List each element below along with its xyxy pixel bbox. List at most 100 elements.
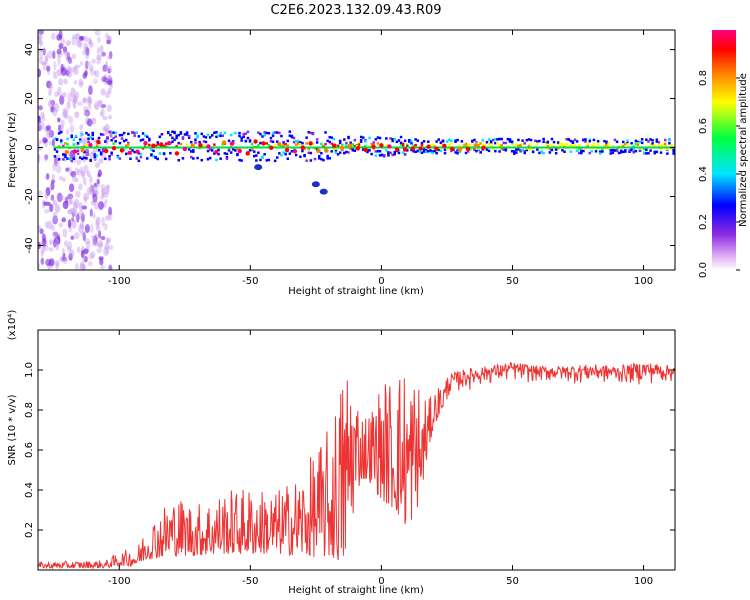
heatmap-peak	[473, 143, 478, 148]
heatmap-noise-cell	[91, 117, 97, 125]
heatmap-noise-cell	[102, 115, 108, 121]
snr-xtick-label: 100	[634, 576, 653, 587]
heatmap-cell	[592, 142, 596, 145]
heatmap-noise-cell	[57, 55, 61, 66]
heatmap-noise-cell	[38, 262, 41, 269]
heatmap-cell	[290, 135, 294, 139]
snr-xlabel: Height of straight line (km)	[288, 585, 424, 596]
heatmap-xlabel: Height of straight line (km)	[288, 286, 424, 297]
heatmap-cell	[322, 158, 325, 162]
heatmap-noise-cell	[104, 199, 108, 204]
heatmap-cell	[640, 141, 644, 145]
heatmap-noise-cell	[80, 263, 86, 270]
heatmap-cell	[439, 149, 443, 153]
heatmap-noise-cell	[85, 151, 90, 157]
heatmap-cell	[334, 151, 338, 154]
heatmap-cell	[517, 148, 520, 151]
heatmap-noise-cell	[82, 164, 89, 174]
heatmap-cell	[634, 142, 638, 146]
heatmap-cell	[187, 135, 191, 138]
heatmap-noise-cell	[52, 50, 56, 60]
heatmap-cell	[196, 134, 199, 137]
heatmap-cell	[299, 143, 302, 146]
heatmap-noise-cell	[52, 231, 59, 240]
heatmap-cell	[66, 143, 69, 146]
heatmap-noise-cell	[47, 99, 54, 108]
heatmap-cell	[668, 142, 671, 145]
heatmap-cell	[131, 131, 134, 134]
heatmap-cell	[248, 140, 252, 143]
heatmap-cell	[108, 155, 111, 158]
heatmap-cell	[240, 159, 243, 162]
colorbar-tick-label: 0.6	[698, 118, 709, 134]
heatmap-cell	[294, 140, 298, 143]
heatmap-noise-cell	[69, 249, 75, 258]
colorbar-tick-label: 0.0	[698, 262, 709, 278]
heatmap-cell	[510, 141, 514, 145]
heatmap-cell	[133, 134, 136, 137]
heatmap-cell	[397, 139, 401, 142]
heatmap-cell	[53, 155, 57, 158]
heatmap-noise-cell	[107, 68, 111, 74]
heatmap-cell	[112, 142, 115, 145]
heatmap-noise-cell	[53, 74, 58, 79]
heatmap-noise-cell	[43, 138, 49, 143]
heatmap-noise-cell	[71, 66, 75, 73]
heatmap-cell	[219, 131, 222, 135]
heatmap-cell	[569, 139, 573, 143]
heatmap-cell	[575, 149, 579, 153]
heatmap-cell	[500, 137, 503, 141]
heatmap-noise-cell	[67, 209, 72, 215]
colorbar-tick-label: 0.8	[698, 70, 709, 86]
heatmap-cell	[433, 145, 436, 148]
heatmap-cell	[376, 142, 380, 145]
heatmap-cell	[362, 136, 365, 139]
heatmap-cell	[466, 150, 470, 153]
heatmap-noise-cell	[62, 200, 69, 210]
heatmap-cell	[125, 144, 128, 147]
heatmap-cell	[376, 150, 380, 153]
heatmap-noise-cell	[71, 36, 77, 46]
heatmap-cell	[246, 136, 250, 140]
heatmap-cell	[95, 144, 99, 147]
heatmap-cell	[536, 142, 539, 145]
heatmap-cell	[97, 136, 101, 140]
heatmap-noise-cell	[96, 57, 101, 65]
heatmap-cell	[280, 154, 283, 157]
heatmap-noise-cell	[88, 104, 92, 110]
heatmap-cell	[150, 148, 153, 151]
heatmap-cell	[393, 151, 396, 154]
heatmap-cell	[112, 136, 115, 140]
heatmap-cell	[643, 147, 646, 151]
heatmap-cell	[196, 156, 199, 160]
heatmap-noise-cell	[102, 67, 106, 73]
heatmap-cell	[670, 144, 673, 147]
heatmap-cell	[135, 157, 138, 160]
heatmap-noise-cell	[48, 82, 54, 92]
heatmap-noise-cell	[100, 187, 105, 198]
heatmap-cell	[469, 143, 472, 146]
heatmap-cell	[655, 138, 659, 141]
heatmap-cell	[590, 144, 594, 148]
heatmap-cell	[500, 147, 503, 151]
heatmap-noise-cell	[96, 178, 100, 185]
heatmap-noise-cell	[46, 80, 52, 89]
heatmap-cell	[108, 130, 111, 134]
heatmap-cell	[414, 150, 417, 154]
heatmap-cell	[601, 148, 604, 151]
heatmap-cell	[162, 152, 166, 155]
snr-ytick-label: 0.2	[24, 522, 35, 538]
heatmap-noise-cell	[83, 255, 88, 263]
heatmap-noise-cell	[107, 245, 114, 251]
heatmap-cell	[527, 144, 531, 148]
heatmap-cell	[125, 138, 128, 142]
heatmap-peak	[198, 143, 203, 148]
heatmap-cell	[418, 150, 422, 153]
heatmap-cell	[529, 147, 533, 151]
heatmap-noise-cell	[39, 228, 44, 235]
heatmap-cell	[573, 144, 577, 147]
heatmap-noise-cell	[38, 142, 41, 148]
heatmap-cell	[513, 150, 516, 153]
heatmap-cell	[464, 145, 468, 148]
heatmap-cell	[206, 133, 210, 136]
